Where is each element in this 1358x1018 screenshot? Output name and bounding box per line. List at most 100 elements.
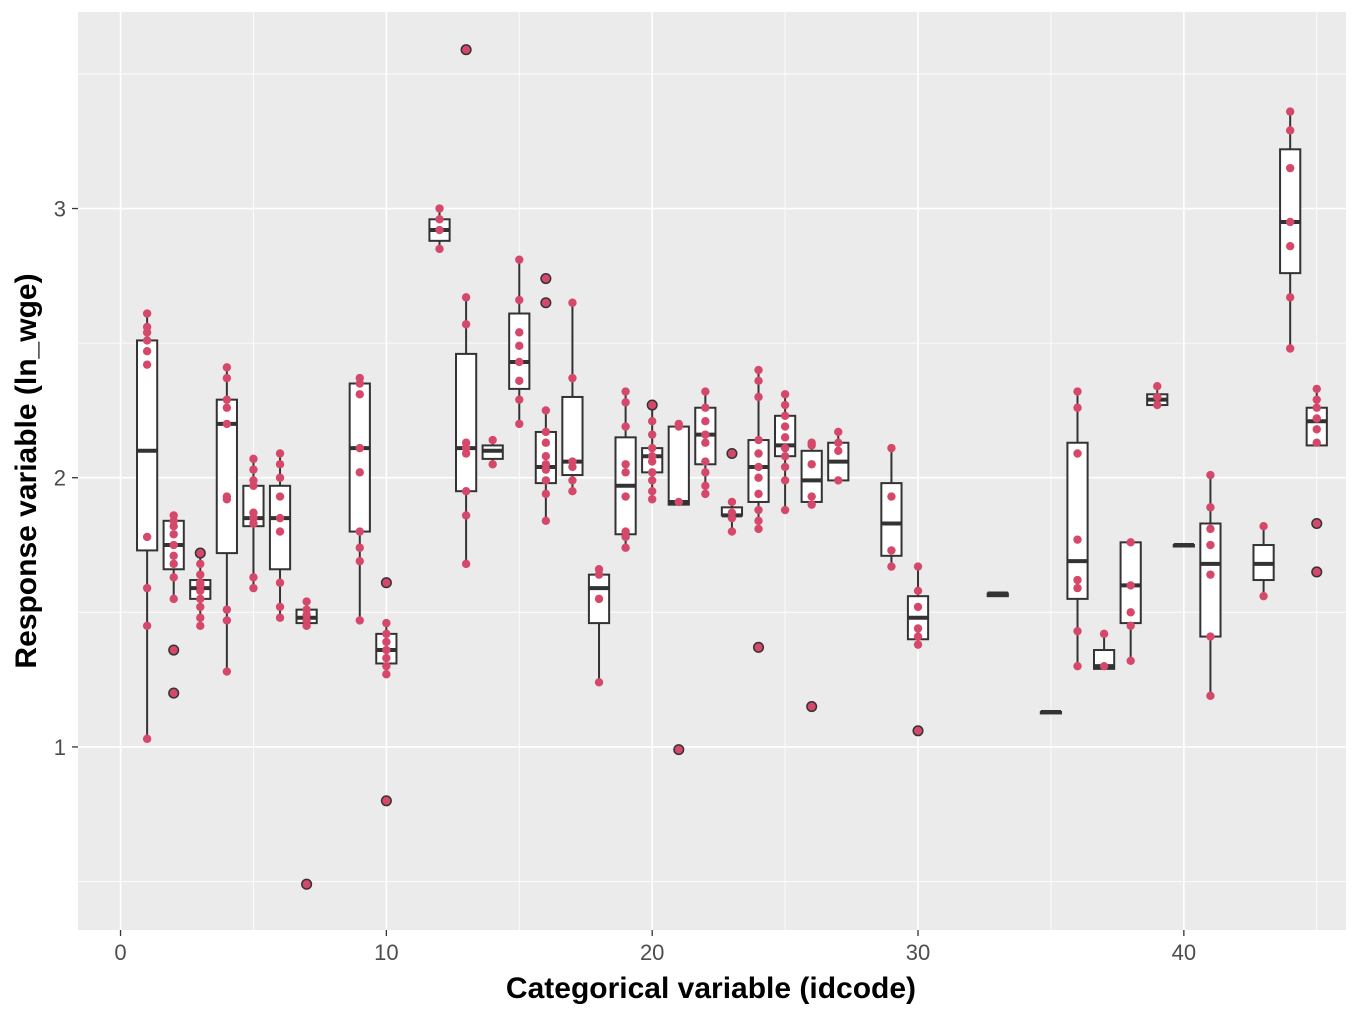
outlier-point bbox=[806, 701, 818, 713]
data-point bbox=[647, 476, 657, 485]
data-point bbox=[275, 602, 285, 612]
data-point bbox=[302, 597, 311, 606]
data-point bbox=[222, 667, 232, 676]
data-point bbox=[754, 524, 763, 534]
data-point bbox=[913, 586, 923, 595]
data-point bbox=[834, 438, 843, 447]
data-point bbox=[488, 435, 497, 445]
data-point bbox=[754, 505, 763, 515]
box-group bbox=[1146, 381, 1169, 410]
data-point bbox=[621, 460, 630, 469]
y-axis-title: Response variable (ln_wge) bbox=[10, 273, 43, 668]
box-group bbox=[508, 255, 531, 429]
data-point bbox=[249, 583, 258, 593]
data-point bbox=[1285, 344, 1295, 353]
box-group bbox=[827, 427, 850, 485]
box-group bbox=[1039, 709, 1063, 715]
data-point bbox=[382, 618, 391, 628]
data-point bbox=[754, 392, 763, 402]
x-tick-label: 40 bbox=[1172, 940, 1196, 965]
box bbox=[1199, 522, 1222, 638]
data-point bbox=[222, 492, 232, 501]
box bbox=[561, 395, 584, 477]
box-group bbox=[986, 591, 1009, 598]
box-group bbox=[641, 399, 664, 504]
box-group bbox=[694, 387, 717, 499]
data-point bbox=[435, 225, 444, 235]
data-point bbox=[355, 468, 364, 477]
outlier-point bbox=[380, 577, 392, 589]
y-tick-label: 2 bbox=[54, 466, 66, 491]
data-point bbox=[701, 387, 710, 396]
data-point bbox=[1285, 293, 1295, 302]
data-point bbox=[701, 403, 710, 412]
data-point bbox=[541, 427, 551, 437]
data-point bbox=[701, 457, 710, 466]
data-point bbox=[169, 511, 178, 520]
data-point bbox=[1073, 535, 1082, 544]
box bbox=[348, 382, 371, 533]
data-point bbox=[355, 543, 364, 552]
data-point bbox=[780, 390, 790, 399]
y-tick-label: 3 bbox=[54, 197, 66, 222]
box-group bbox=[534, 272, 557, 526]
data-point bbox=[249, 573, 258, 582]
box bbox=[508, 312, 531, 390]
data-point bbox=[142, 532, 152, 542]
data-point bbox=[1073, 403, 1082, 412]
outlier-point bbox=[301, 878, 313, 890]
outlier-point bbox=[540, 272, 552, 285]
data-point bbox=[1259, 521, 1268, 531]
data-point bbox=[594, 594, 604, 604]
data-point bbox=[196, 578, 205, 587]
data-point bbox=[621, 468, 630, 477]
data-point bbox=[1099, 629, 1109, 639]
box-group bbox=[906, 562, 930, 737]
data-point bbox=[1126, 656, 1135, 665]
data-point bbox=[780, 422, 790, 431]
data-point bbox=[1312, 403, 1321, 412]
data-point bbox=[1285, 107, 1295, 116]
data-point bbox=[142, 621, 152, 630]
data-point bbox=[169, 551, 178, 561]
data-point bbox=[647, 486, 657, 496]
data-point bbox=[355, 616, 364, 625]
data-point bbox=[541, 460, 551, 469]
data-point bbox=[887, 562, 896, 571]
x-tick-label: 10 bbox=[374, 940, 398, 965]
data-point bbox=[780, 462, 790, 472]
data-point bbox=[461, 438, 471, 447]
data-point bbox=[169, 559, 178, 569]
outlier-point bbox=[168, 644, 180, 656]
data-point bbox=[1312, 414, 1321, 423]
data-point bbox=[913, 624, 923, 633]
box-group bbox=[455, 44, 478, 569]
data-point bbox=[727, 497, 737, 507]
data-point bbox=[461, 511, 471, 520]
data-point bbox=[222, 373, 232, 383]
data-point bbox=[887, 546, 896, 555]
data-point bbox=[1312, 395, 1321, 404]
data-point bbox=[1285, 217, 1295, 227]
box-group bbox=[348, 373, 371, 625]
data-point bbox=[568, 486, 577, 496]
box-group bbox=[1066, 387, 1089, 671]
data-point bbox=[196, 613, 205, 622]
data-point bbox=[1153, 381, 1162, 391]
data-point bbox=[275, 513, 285, 523]
data-point bbox=[435, 244, 444, 254]
box-group bbox=[375, 577, 398, 807]
data-point bbox=[461, 559, 471, 569]
outlier-point bbox=[726, 447, 738, 460]
data-point bbox=[780, 443, 790, 453]
data-point bbox=[1206, 524, 1215, 534]
data-point bbox=[701, 430, 710, 439]
panel-background bbox=[78, 12, 1346, 930]
data-point bbox=[196, 594, 205, 604]
outlier-point bbox=[194, 547, 206, 559]
data-point bbox=[222, 605, 232, 614]
box-group bbox=[720, 447, 744, 536]
data-point bbox=[169, 540, 178, 550]
data-point bbox=[541, 489, 551, 499]
box-group bbox=[774, 390, 797, 515]
